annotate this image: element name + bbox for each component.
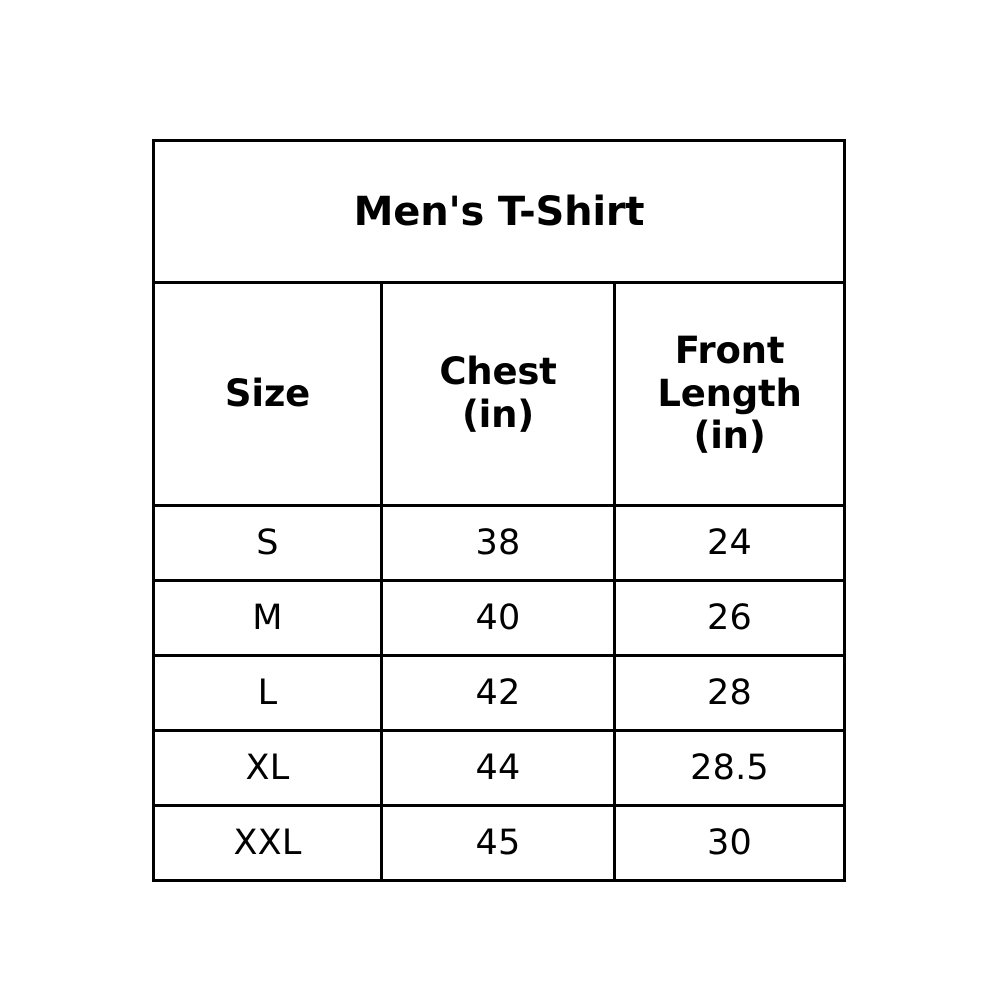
column-header-size: Size — [152, 281, 383, 507]
column-header-front-length-line-3: (in) — [693, 414, 766, 458]
table-title-row: Men's T-Shirt — [151, 139, 847, 284]
cell-length: 24 — [612, 504, 847, 582]
column-header-chest-line-1: Chest — [439, 350, 557, 394]
column-header-size-line-1: Size — [224, 371, 311, 415]
table-row: M 40 26 — [152, 579, 847, 657]
table-row: XXL 45 30 — [152, 804, 847, 882]
cell-chest: 44 — [380, 729, 616, 807]
cell-length: 30 — [612, 804, 847, 882]
cell-chest: 45 — [380, 804, 616, 882]
cell-size: S — [152, 504, 383, 582]
cell-length: 28 — [612, 654, 847, 732]
table-row: XL 44 28.5 — [152, 729, 847, 807]
cell-chest: 42 — [380, 654, 616, 732]
column-header-chest-line-2: (in) — [461, 393, 535, 436]
column-header-front-length-line-1: Front — [674, 328, 785, 372]
cell-length: 26 — [612, 579, 847, 657]
cell-size: M — [152, 579, 383, 657]
cell-chest: 38 — [380, 504, 616, 582]
table-title: Men's T-Shirt — [151, 139, 847, 284]
table-header-row: Size Chest (in) Front Length (in) — [152, 281, 847, 507]
cell-size: L — [152, 654, 383, 732]
size-chart-table: Men's T-Shirt Size Chest (in) Front Leng… — [151, 139, 847, 882]
column-header-front-length-line-2: Length — [657, 371, 802, 415]
column-header-front-length: Front Length (in) — [612, 281, 847, 507]
cell-size: XL — [152, 729, 383, 807]
cell-size: XXL — [152, 804, 383, 882]
table-row: S 38 24 — [152, 504, 847, 582]
size-chart-body: Men's T-Shirt Size Chest (in) Front Leng… — [151, 139, 847, 882]
table-row: L 42 28 — [152, 654, 847, 732]
cell-length: 28.5 — [612, 729, 847, 807]
cell-chest: 40 — [380, 579, 616, 657]
column-header-chest: Chest (in) — [380, 281, 616, 507]
